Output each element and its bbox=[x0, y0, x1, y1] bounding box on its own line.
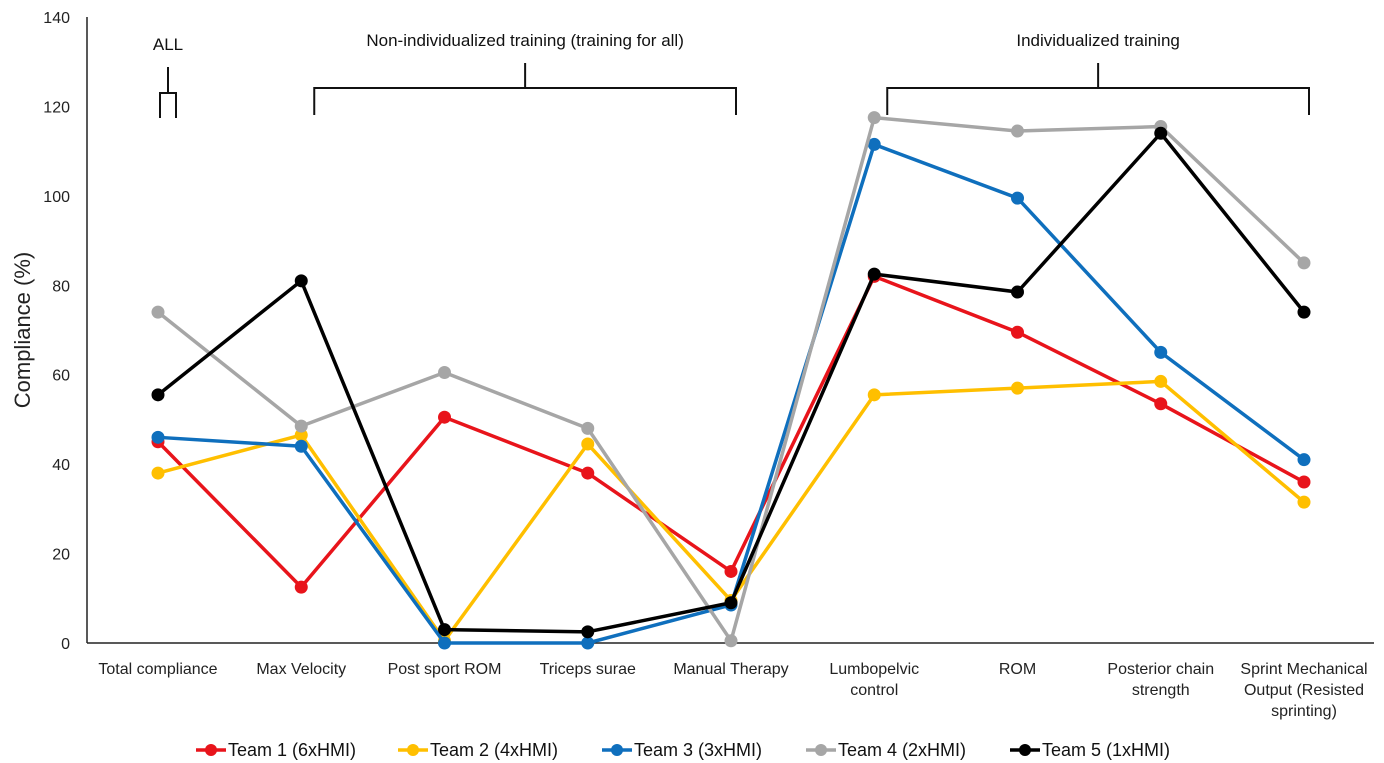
y-tick-label: 120 bbox=[43, 99, 70, 116]
data-point bbox=[1154, 126, 1168, 140]
data-point bbox=[724, 634, 738, 648]
data-point bbox=[581, 625, 595, 639]
data-point bbox=[1297, 475, 1311, 489]
group-label: Non-individualized training (training fo… bbox=[366, 31, 684, 50]
x-tick-label-line: Triceps surae bbox=[540, 661, 636, 678]
data-point bbox=[151, 466, 165, 480]
x-tick-label: Triceps surae bbox=[540, 661, 636, 678]
data-point bbox=[867, 267, 881, 281]
data-point bbox=[1011, 325, 1024, 339]
legend-swatch-marker bbox=[407, 744, 419, 756]
y-tick-label: 60 bbox=[52, 368, 70, 385]
data-point bbox=[581, 636, 595, 650]
data-point bbox=[581, 421, 595, 435]
data-point bbox=[1297, 256, 1311, 270]
data-point bbox=[724, 564, 738, 578]
data-point bbox=[724, 596, 738, 610]
x-tick-label: Sprint Mechanical Output (Resisted sprinti… bbox=[1240, 661, 1367, 720]
group-label: ALL bbox=[153, 35, 183, 54]
data-point bbox=[294, 428, 308, 442]
data-point bbox=[294, 439, 308, 453]
data-point bbox=[1297, 453, 1311, 467]
data-point bbox=[438, 410, 451, 424]
legend-label: Team 4 (2xHMI) bbox=[838, 740, 966, 760]
x-tick-label-line: Manual Therapy bbox=[673, 661, 788, 678]
group-label: Individualized training bbox=[1016, 31, 1180, 50]
x-tick-label: Posterior chain strength bbox=[1107, 661, 1214, 699]
data-point bbox=[1011, 191, 1024, 205]
legend-label: Team 1 (6xHMI) bbox=[228, 740, 356, 760]
data-point bbox=[581, 437, 595, 451]
data-point bbox=[1011, 285, 1024, 299]
x-tick-label-line: Output (Resisted bbox=[1244, 682, 1364, 699]
x-tick-label: Manual Therapy bbox=[673, 661, 788, 678]
y-tick-label: 140 bbox=[43, 10, 70, 27]
data-point bbox=[438, 623, 451, 637]
x-tick-label-line: Max Velocity bbox=[256, 661, 346, 678]
data-point bbox=[1154, 345, 1168, 359]
legend-swatch-marker bbox=[205, 744, 217, 756]
data-point bbox=[1011, 124, 1024, 138]
y-tick-label: 80 bbox=[52, 278, 70, 295]
x-tick-label: Max Velocity bbox=[256, 661, 346, 678]
x-tick-label-line: Sprint Mechanical bbox=[1240, 661, 1367, 678]
data-point bbox=[1297, 495, 1311, 509]
axes: 0 20 40 60 80 100 120 140 Compliance (%) Total co… bbox=[10, 10, 1374, 720]
x-tick-label-line: Lumbopelvic bbox=[829, 661, 919, 678]
data-point bbox=[438, 365, 451, 379]
data-point bbox=[1011, 381, 1024, 395]
data-point bbox=[1297, 305, 1311, 319]
y-tick-label: 40 bbox=[52, 457, 70, 474]
data-point bbox=[438, 636, 451, 650]
x-tick-label: Lumbopelvic control bbox=[829, 661, 919, 699]
x-tick-label-line: ROM bbox=[999, 661, 1036, 678]
data-point bbox=[151, 388, 165, 402]
y-tick-label: 100 bbox=[43, 189, 70, 206]
series bbox=[151, 126, 1311, 639]
group-bracket bbox=[886, 63, 1310, 115]
legend-label: Team 5 (1xHMI) bbox=[1042, 740, 1170, 760]
data-point bbox=[151, 430, 165, 444]
x-tick-label-line: Posterior chain bbox=[1107, 661, 1214, 678]
series-layer bbox=[151, 111, 1311, 650]
legend-swatch-marker bbox=[1019, 744, 1031, 756]
x-tick-label-line: control bbox=[850, 682, 898, 699]
x-tick-label-line: sprinting) bbox=[1271, 703, 1337, 720]
data-point bbox=[294, 274, 308, 288]
legend-swatch-marker bbox=[815, 744, 827, 756]
data-point bbox=[867, 137, 881, 151]
legend-label: Team 3 (3xHMI) bbox=[634, 740, 762, 760]
data-point bbox=[867, 388, 881, 402]
y-axis-title: Compliance (%) bbox=[10, 252, 35, 409]
data-point bbox=[1154, 374, 1168, 388]
legend-label: Team 2 (4xHMI) bbox=[430, 740, 558, 760]
x-tick-label: Post sport ROM bbox=[388, 661, 502, 678]
x-tick-label: ROM bbox=[999, 661, 1036, 678]
group-brackets: ALL Non-individualized training (training… bbox=[153, 31, 1310, 118]
series bbox=[151, 269, 1311, 594]
data-point bbox=[867, 111, 881, 125]
data-point bbox=[151, 305, 165, 319]
group-bracket bbox=[313, 63, 737, 115]
legend: Team 1 (6xHMI) Team 2 (4xHMI) Team 3 (3xHM… bbox=[196, 740, 1170, 760]
x-tick-label-line: Total compliance bbox=[98, 661, 217, 678]
x-tick-label-line: Post sport ROM bbox=[388, 661, 502, 678]
series bbox=[151, 111, 1311, 648]
data-point bbox=[294, 419, 308, 433]
legend-swatch-marker bbox=[611, 744, 623, 756]
data-point bbox=[581, 466, 595, 480]
x-tick-label-line: strength bbox=[1132, 682, 1190, 699]
y-tick-label: 0 bbox=[61, 636, 70, 653]
series-line bbox=[156, 115, 1306, 643]
data-point bbox=[1154, 397, 1168, 411]
group-bracket bbox=[159, 67, 177, 118]
x-tick-label: Total compliance bbox=[98, 661, 217, 678]
data-point bbox=[294, 580, 308, 594]
y-tick-label: 20 bbox=[52, 547, 70, 564]
